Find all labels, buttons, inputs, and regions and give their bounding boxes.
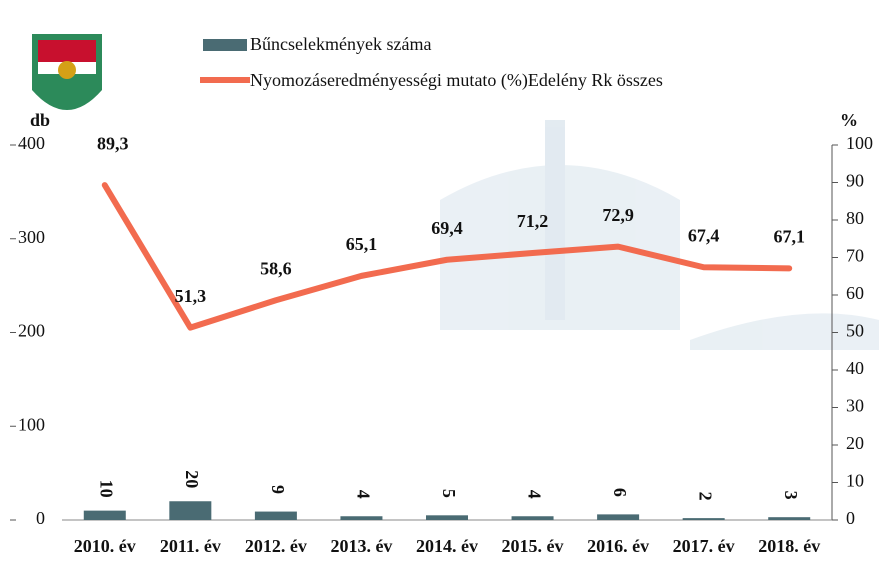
line-value-label: 51,3 [175,286,207,306]
y-tick-label: 0 [36,508,45,528]
logo-emblem [58,61,76,79]
bar [597,514,639,520]
y2-tick-label: 90 [846,171,864,191]
logo-band [38,40,96,62]
line-value-label: 71,2 [517,211,549,231]
y-tick-label: 300 [18,227,45,247]
bar-value-label: 6 [610,488,630,497]
y2-tick-label: 20 [846,433,864,453]
y2-tick-label: 80 [846,208,864,228]
bar [84,511,126,520]
legend-swatch [203,39,247,51]
y2-tick-label: 30 [846,396,864,416]
logo [32,34,102,110]
y-tick-label: 200 [18,321,45,341]
bar-value-label: 4 [353,490,373,499]
legend-label: Bűncselekmények száma [250,34,431,54]
bar [683,518,725,520]
y2-tick-label: 10 [846,471,864,491]
bar-value-label: 10 [97,480,117,498]
y-tick-label: 400 [18,133,45,153]
x-tick-label: 2014. év [416,536,478,556]
bar [768,517,810,520]
y-tick-label: 100 [18,414,45,434]
bar-value-label: 9 [268,485,288,494]
bar [340,516,382,520]
x-tick-label: 2011. év [160,536,221,556]
line-value-label: 72,9 [602,205,634,225]
bar-value-label: 2 [696,492,716,501]
bar [426,515,468,520]
bar [255,512,297,520]
y2-tick-label: 40 [846,358,864,378]
y2-tick-label: 70 [846,246,864,266]
line-value-label: 65,1 [346,234,378,254]
x-tick-label: 2012. év [245,536,307,556]
y2-tick-label: 0 [846,508,855,528]
bar-value-label: 4 [524,490,544,499]
bar [169,501,211,520]
line-value-label: 67,1 [773,227,805,247]
line-value-label: 69,4 [431,218,463,238]
bar [512,516,554,520]
y-axis-label: db [30,110,50,130]
x-tick-label: 2010. év [74,536,136,556]
y2-axis-label: % [840,110,858,130]
x-tick-label: 2017. év [673,536,735,556]
y2-tick-label: 100 [846,133,873,153]
background-decoration [440,120,879,350]
line-value-label: 58,6 [260,258,292,278]
x-tick-label: 2018. év [758,536,820,556]
x-tick-label: 2016. év [587,536,649,556]
bar-value-label: 20 [182,470,202,488]
bar-value-label: 3 [781,491,801,500]
y2-tick-label: 60 [846,283,864,303]
y2-tick-label: 50 [846,321,864,341]
bar-value-label: 5 [439,489,459,498]
x-tick-label: 2013. év [330,536,392,556]
line-value-label: 89,3 [97,133,129,153]
legend-label: Nyomozáseredményességi mutato (%)Edelény… [250,70,663,91]
chart: db % 0 100 200 300 400 0 10 20 30 40 50 60 70 80 90 100… [0,0,879,562]
x-tick-label: 2015. év [502,536,564,556]
line-value-label: 67,4 [688,225,720,245]
